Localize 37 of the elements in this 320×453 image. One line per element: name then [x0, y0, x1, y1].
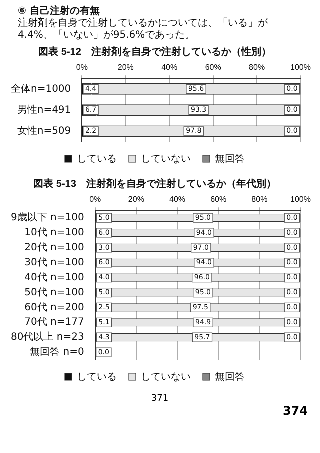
- legend-label: している: [77, 372, 117, 383]
- y-tick-label: 10代 n=100: [24, 228, 84, 239]
- y-tick-label: 男性n=491: [17, 104, 72, 116]
- chart-title: 図表 5-12 注射剤を自身で注射しているか（性別）: [38, 46, 272, 58]
- legend-label: している: [77, 154, 117, 165]
- x-tick-label: 0%: [76, 63, 88, 72]
- text: 371: [150, 394, 170, 404]
- y-tick-label: 無回答 n=0: [30, 346, 84, 358]
- y-tick-label: 40代 n=100: [24, 272, 84, 284]
- x-tick-label: 100%: [290, 63, 312, 72]
- y-tick-label: 80代以上 n=23: [10, 331, 84, 344]
- x-tick-label: 60%: [210, 195, 227, 204]
- x-tick-label: 60%: [205, 63, 222, 72]
- text: ⑥ 自己注射の有無: [18, 6, 101, 18]
- text: 374: [282, 404, 308, 418]
- y-tick-label: 30代 n=100: [24, 257, 84, 268]
- x-tick-label: 20%: [118, 63, 134, 72]
- y-tick-label: 全体n=1000: [10, 82, 72, 95]
- x-tick-label: 20%: [128, 195, 144, 204]
- text: 注射剤を自身で注射しているかについては、「いる」が4.4%、「いない」が95.6%であった。: [18, 18, 269, 42]
- y-tick-label: 70代 n=177: [24, 317, 84, 328]
- legend-label: 無回答: [215, 152, 245, 165]
- x-tick-label: 100%: [290, 195, 312, 204]
- y-tick-label: 9歳以下 n=100: [10, 212, 84, 224]
- y-tick-label: 60代 n=200: [24, 302, 84, 314]
- y-tick-label: 50代 n=100: [24, 287, 84, 298]
- x-tick-label: 40%: [162, 63, 178, 72]
- x-tick-label: 80%: [252, 195, 268, 204]
- legend-label: 無回答: [215, 370, 245, 383]
- x-tick-label: 40%: [170, 195, 186, 204]
- x-tick-label: 80%: [249, 63, 266, 72]
- legend-label: していない: [141, 372, 191, 383]
- legend-label: していない: [141, 154, 191, 165]
- y-tick-label: 女性n=509: [17, 125, 72, 138]
- y-tick-label: 20代 n=100: [24, 242, 84, 254]
- chart-title: 図表 5-13 注射剤を自身で注射しているか（年代別）: [34, 178, 276, 190]
- x-tick-label: 0%: [90, 195, 102, 204]
